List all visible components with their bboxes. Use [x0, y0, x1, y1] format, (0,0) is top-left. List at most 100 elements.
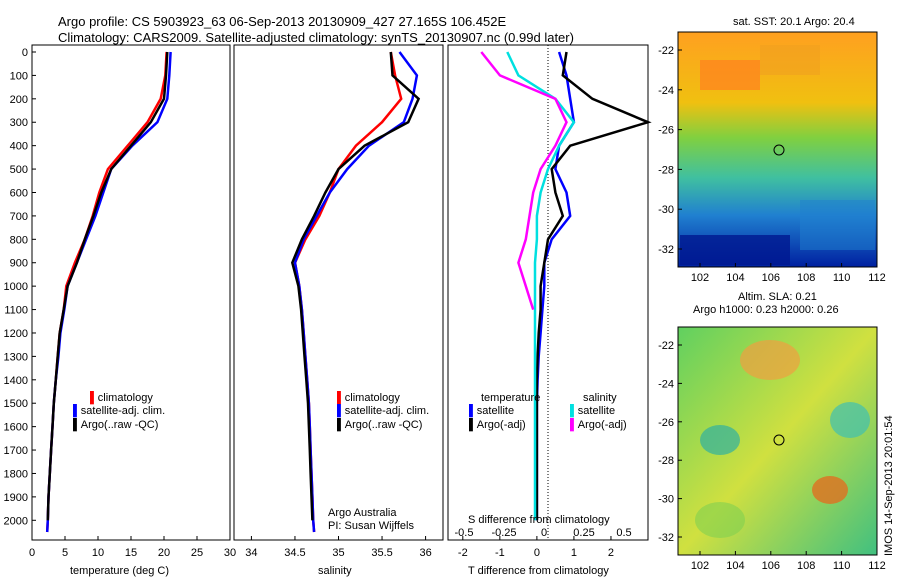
- sst-map-title: sat. SST: 20.1 Argo: 20.4: [733, 16, 855, 28]
- temperature-xtick-label: 20: [158, 547, 170, 559]
- argo-australia-note: Argo Australia: [328, 507, 397, 519]
- sal-legend-satellite: ▌satellite-adj. clim.: [337, 405, 430, 417]
- temp-legend-satellite: ▌satellite-adj. clim.: [73, 405, 166, 417]
- sla-map-title-2: Argo h1000: 0.23 h2000: 0.26: [693, 304, 839, 316]
- sst-lat-tick-label: -32: [658, 244, 674, 256]
- sst-map: [677, 31, 878, 268]
- lines-layer: [45, 51, 652, 533]
- sla-map-title-1: Altim. SLA: 0.21: [738, 291, 817, 303]
- difference-xtick-label: 0: [534, 547, 540, 559]
- difference-xtick-label: 2: [608, 547, 614, 559]
- sla-lat-tick-label: -22: [658, 340, 674, 352]
- depth-tick-label: 2000: [4, 515, 28, 527]
- sst-lon-tick-label: 102: [691, 272, 709, 284]
- depth-tick-label: 1200: [4, 328, 28, 340]
- sla-lon-tick-label: 104: [726, 560, 744, 572]
- sst-lat-tick-label: -30: [658, 204, 674, 216]
- salinity-xtick-label: 35: [332, 547, 344, 559]
- salinity-xtick-label: 34: [245, 547, 257, 559]
- imos-stamp: IMOS 14-Sep-2013 20:01:54: [883, 415, 895, 556]
- salinity-xtick-label: 34.5: [284, 547, 305, 559]
- sla-map: [677, 326, 878, 556]
- depth-tick-label: 700: [10, 211, 28, 223]
- diff-legend-salinity-title: salinity: [583, 392, 617, 404]
- temperature-xtick-label: 10: [92, 547, 104, 559]
- diff-legend-temp-argo: ▌Argo(-adj): [469, 419, 526, 431]
- sla-lon-tick-label: 108: [797, 560, 815, 572]
- temp-legend-argo: ▌Argo(..raw -QC): [73, 419, 159, 431]
- temperature-xtick-label: 30: [224, 547, 236, 559]
- map-axes: 102 104 106 108 110 112 -22 -24 -26 -28 -30 -32 102 1…: [658, 45, 886, 572]
- sla-float-marker: [773, 434, 785, 446]
- pi-note: PI: Susan Wijffels: [328, 520, 414, 532]
- sdiff-tick-label: 0: [541, 527, 547, 539]
- depth-tick-label: 300: [10, 117, 28, 129]
- difference-xtick-label: -1: [495, 547, 505, 559]
- depth-tick-label: 400: [10, 141, 28, 153]
- salinity-xlabel: salinity: [318, 565, 352, 577]
- depth-tick-label: 500: [10, 164, 28, 176]
- sdiff-tick-label: 0.5: [616, 527, 631, 539]
- sst-lon-tick-label: 112: [868, 272, 886, 284]
- sst-float-marker: [773, 144, 785, 156]
- depth-tick-label: 100: [10, 70, 28, 82]
- depth-tick-label: 1400: [4, 375, 28, 387]
- depth-tick-label: 1100: [4, 305, 28, 317]
- sst-lat-tick-label: -26: [658, 125, 674, 137]
- difference-series-line: [535, 51, 652, 521]
- diff-legend-sal-satellite: ▌satellite: [570, 405, 616, 417]
- temperature-xtick-label: 5: [62, 547, 68, 559]
- depth-tick-label: 1300: [4, 351, 28, 363]
- depth-tick-label: 0: [22, 47, 28, 59]
- temperature-xtick-label: 0: [29, 547, 35, 559]
- axes-layer: 0100200300400500600700800900100011001200…: [4, 47, 632, 559]
- sst-lon-tick-label: 106: [762, 272, 780, 284]
- salinity-xtick-label: 36: [419, 547, 431, 559]
- salinity-series-line: [293, 51, 419, 533]
- sal-legend-climatology: ▌climatology: [337, 392, 400, 404]
- sst-lat-tick-label: -28: [658, 164, 674, 176]
- sla-lon-tick-label: 106: [762, 560, 780, 572]
- sla-lon-tick-label: 110: [833, 560, 851, 572]
- depth-tick-label: 1700: [4, 445, 28, 457]
- sst-lon-tick-label: 104: [726, 272, 744, 284]
- diff-legend-sal-argo: ▌Argo(-adj): [570, 419, 627, 431]
- depth-tick-label: 800: [10, 234, 28, 246]
- temperature-xlabel: temperature (deg C): [70, 565, 170, 577]
- temperature-xtick-label: 25: [191, 547, 203, 559]
- sst-lat-tick-label: -22: [658, 45, 674, 57]
- sdiff-tick-label: -0.5: [455, 527, 474, 539]
- difference-series-line: [480, 51, 568, 310]
- salinity-xtick-label: 35.5: [371, 547, 392, 559]
- diff-legend-temp-satellite: ▌satellite: [469, 405, 515, 417]
- temperature-panel-frame: [31, 44, 231, 541]
- depth-tick-label: 1900: [4, 492, 28, 504]
- title-line-2: Climatology: CARS2009. Satellite-adjuste…: [58, 30, 574, 45]
- temp-legend-climatology: ▌climatology: [90, 392, 153, 404]
- sla-lat-tick-label: -26: [658, 417, 674, 429]
- difference-xlabel: T difference from climatology: [468, 565, 609, 577]
- depth-tick-label: 600: [10, 187, 28, 199]
- difference-series-line: [535, 51, 576, 521]
- temperature-series-line: [46, 51, 169, 521]
- depth-tick-label: 1000: [4, 281, 28, 293]
- sal-legend-argo: ▌Argo(..raw -QC): [337, 419, 423, 431]
- sla-lat-tick-label: -28: [658, 455, 674, 467]
- sdiff-tick-label: -0.25: [491, 527, 516, 539]
- sla-lat-tick-label: -30: [658, 494, 674, 506]
- sla-lon-tick-label: 112: [868, 560, 886, 572]
- depth-tick-label: 1800: [4, 468, 28, 480]
- sla-lon-tick-label: 102: [691, 560, 709, 572]
- difference-top-label: S difference from climatology: [468, 514, 610, 526]
- sst-lat-tick-label: -24: [658, 85, 674, 97]
- difference-series-line: [506, 51, 576, 521]
- depth-tick-label: 200: [10, 94, 28, 106]
- difference-xtick-label: 1: [571, 547, 577, 559]
- temperature-xtick-label: 15: [125, 547, 137, 559]
- sdiff-tick-label: 0.25: [573, 527, 594, 539]
- salinity-series-line: [290, 51, 421, 521]
- sst-lon-tick-label: 108: [797, 272, 815, 284]
- sla-lat-tick-label: -32: [658, 532, 674, 544]
- diff-legend-temperature-title: temperature: [481, 392, 541, 404]
